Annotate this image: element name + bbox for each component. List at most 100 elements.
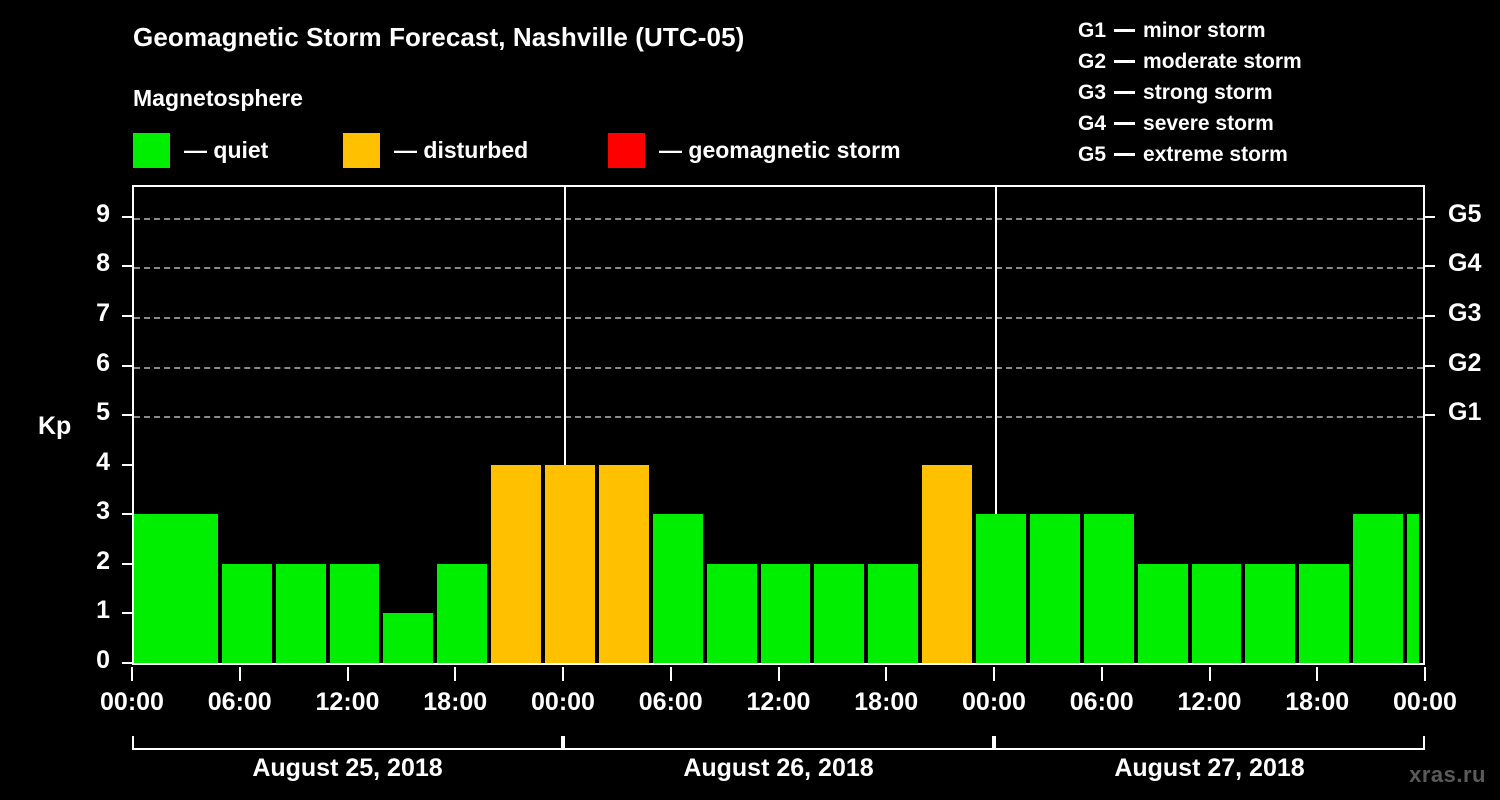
page-title: Geomagnetic Storm Forecast, Nashville (U… bbox=[133, 22, 745, 52]
y-axis-label: 5 bbox=[96, 398, 110, 427]
bar bbox=[221, 563, 272, 663]
gscale-text: severe storm bbox=[1143, 111, 1274, 135]
x-axis-label: 18:00 bbox=[854, 688, 919, 716]
gscale-text: extreme storm bbox=[1143, 142, 1288, 166]
g-scale-legend: G1 minor storm G2 moderate storm G3 strong st… bbox=[1078, 15, 1302, 170]
y-tick bbox=[122, 662, 134, 664]
day-label: August 25, 2018 bbox=[252, 754, 443, 782]
x-tick bbox=[885, 667, 888, 681]
day-bracket bbox=[132, 736, 563, 750]
gscale-text: moderate storm bbox=[1143, 49, 1302, 73]
legend-item-geomagnetic-storm: — geomagnetic storm bbox=[608, 130, 901, 170]
y-tick bbox=[122, 215, 134, 218]
gscale-text: strong storm bbox=[1143, 80, 1273, 104]
bar bbox=[1353, 514, 1404, 663]
bar bbox=[652, 514, 703, 663]
x-axis-label: 06:00 bbox=[207, 688, 272, 716]
x-axis-label: 00:00 bbox=[962, 688, 1026, 716]
g-tick bbox=[1423, 364, 1435, 367]
legend-item-quiet: — quiet bbox=[133, 130, 268, 170]
bar bbox=[814, 563, 865, 663]
y-tick bbox=[122, 612, 134, 615]
x-tick bbox=[346, 667, 349, 681]
legend-swatch-disturbed bbox=[343, 132, 380, 168]
g-axis-label: G1 bbox=[1448, 398, 1482, 427]
legend-swatch-quiet bbox=[133, 132, 170, 168]
y-tick bbox=[122, 414, 134, 417]
bar bbox=[922, 464, 973, 663]
watermark: xras.ru bbox=[1409, 762, 1486, 787]
bar bbox=[1245, 563, 1296, 663]
x-axis-label: 06:00 bbox=[638, 688, 703, 716]
g-tick bbox=[1423, 414, 1435, 417]
gscale-dash-icon bbox=[1114, 122, 1136, 125]
x-axis-label: 00:00 bbox=[1393, 688, 1457, 716]
x-tick bbox=[1424, 667, 1426, 681]
chart-subtitle: Magnetosphere bbox=[133, 85, 303, 111]
g-tick bbox=[1423, 215, 1435, 218]
g-axis-label: G4 bbox=[1448, 249, 1482, 278]
y-axis-label: 1 bbox=[96, 596, 110, 625]
gridline-kp-7 bbox=[134, 316, 1423, 319]
y-axis-label: 2 bbox=[96, 546, 110, 575]
x-tick bbox=[669, 667, 672, 681]
gscale-row-g2: G2 moderate storm bbox=[1078, 46, 1302, 77]
gridline-kp-6 bbox=[134, 366, 1423, 369]
bar bbox=[1137, 563, 1188, 663]
g-tick bbox=[1423, 314, 1435, 317]
y-tick bbox=[122, 364, 134, 367]
bar bbox=[1083, 514, 1134, 663]
x-tick bbox=[1316, 667, 1319, 681]
g-axis-label: G3 bbox=[1448, 298, 1482, 327]
x-axis-label: 18:00 bbox=[423, 688, 488, 716]
x-axis-label: 12:00 bbox=[746, 688, 811, 716]
x-tick bbox=[562, 667, 564, 681]
gscale-text: minor storm bbox=[1143, 18, 1266, 42]
bar bbox=[1299, 563, 1350, 663]
g-tick bbox=[1423, 265, 1435, 268]
gscale-code: G2 bbox=[1078, 49, 1107, 73]
x-axis-label: 12:00 bbox=[1177, 688, 1242, 716]
bar bbox=[167, 514, 218, 663]
bar bbox=[706, 563, 757, 663]
gridline-kp-9 bbox=[134, 217, 1423, 220]
bar bbox=[976, 514, 1026, 663]
bar bbox=[329, 563, 380, 663]
gscale-dash-icon bbox=[1114, 153, 1136, 156]
gridline-kp-5 bbox=[134, 416, 1423, 419]
day-label: August 26, 2018 bbox=[683, 754, 874, 782]
gscale-code: G3 bbox=[1078, 80, 1107, 104]
x-tick bbox=[454, 667, 457, 681]
g-axis-label: G5 bbox=[1448, 199, 1482, 228]
bar bbox=[760, 563, 811, 663]
gridline-kp-8 bbox=[134, 267, 1423, 270]
x-axis-label: 00:00 bbox=[100, 688, 164, 716]
x-tick bbox=[777, 667, 780, 681]
x-axis-label: 12:00 bbox=[315, 688, 380, 716]
x-tick bbox=[1208, 667, 1211, 681]
legend-label-quiet: — quiet bbox=[184, 136, 269, 163]
day-bracket bbox=[563, 736, 994, 750]
bar bbox=[1029, 514, 1080, 663]
x-tick bbox=[131, 667, 133, 681]
x-axis-label: 00:00 bbox=[531, 688, 595, 716]
day-divider bbox=[995, 187, 997, 663]
legend-label-geomagnetic-storm: — geomagnetic storm bbox=[659, 136, 901, 163]
gscale-code: G4 bbox=[1078, 111, 1107, 135]
y-tick bbox=[122, 314, 134, 317]
bar bbox=[275, 563, 326, 663]
gscale-row-g4: G4 severe storm bbox=[1078, 108, 1302, 139]
bar bbox=[1191, 563, 1242, 663]
g-axis-label: G2 bbox=[1448, 348, 1482, 377]
y-tick bbox=[122, 463, 134, 466]
gscale-row-g5: G5 extreme storm bbox=[1078, 139, 1302, 170]
x-tick bbox=[238, 667, 241, 681]
day-divider bbox=[564, 187, 566, 663]
gscale-row-g1: G1 minor storm bbox=[1078, 15, 1302, 46]
gscale-code: G1 bbox=[1078, 18, 1107, 42]
bar bbox=[383, 613, 434, 663]
y-axis-label: 3 bbox=[96, 497, 110, 526]
y-axis-label: 6 bbox=[96, 348, 110, 377]
gscale-code: G5 bbox=[1078, 142, 1107, 166]
